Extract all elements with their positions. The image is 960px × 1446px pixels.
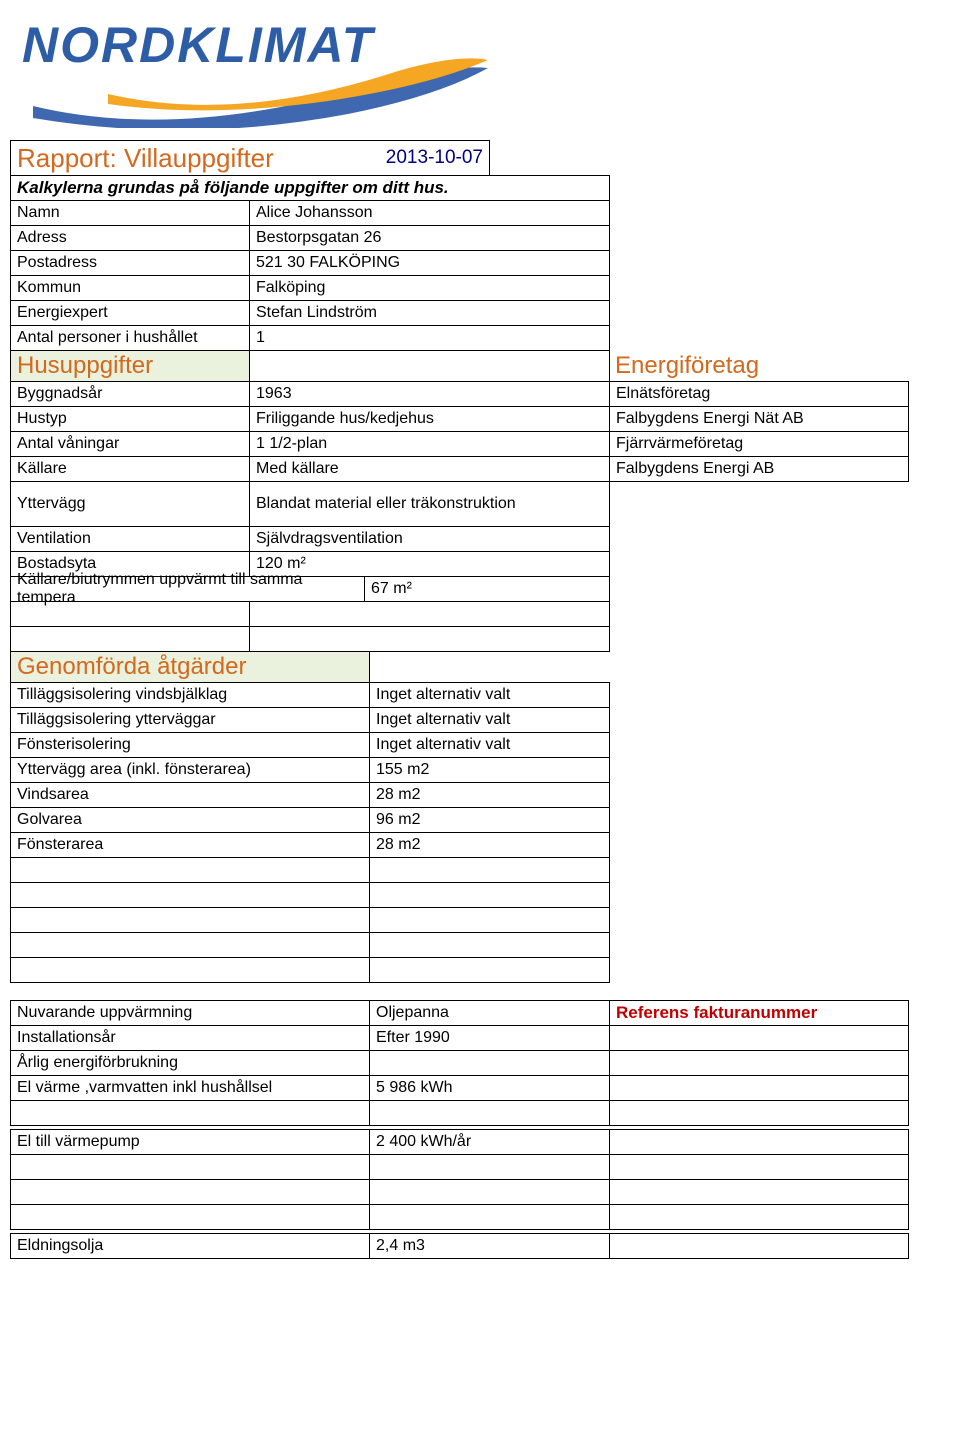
kallarebi-label: Källare/biutrymmen uppvärmt till samma t… (10, 576, 365, 602)
arlig-value (369, 1050, 610, 1076)
pump-label: El till värmepump (10, 1129, 370, 1155)
genomforda-heading: Genomförda åtgärder (10, 651, 370, 683)
report-page: NORDKLIMAT Rapport: Villauppgifter 2013-… (0, 0, 960, 1298)
nuvarande-label: Nuvarande uppvärmning (10, 1000, 370, 1026)
tillaggs-ytter-value: Inget alternativ valt (369, 707, 610, 733)
hustyp-value: Friliggande hus/kedjehus (249, 406, 610, 432)
report-title-row: Rapport: Villauppgifter 2013-10-07 (10, 140, 490, 176)
byggnadsar-label: Byggnadsår (10, 381, 250, 407)
namn-value: Alice Johansson (249, 200, 610, 226)
report-date: 2013-10-07 (386, 147, 483, 169)
yttervagg-area-label: Yttervägg area (inkl. fönsterarea) (10, 757, 370, 783)
report-title: Rapport: Villauppgifter (17, 143, 274, 174)
kallare-label: Källare (10, 456, 250, 482)
energiforetag-heading: Energiföretag (609, 350, 909, 382)
husuppgifter-heading: Husuppgifter (10, 350, 250, 382)
olja-label: Eldningsolja (10, 1233, 370, 1259)
installationsar-value: Efter 1990 (369, 1025, 610, 1051)
personer-value: 1 (249, 325, 610, 351)
brand-logo: NORDKLIMAT (10, 10, 550, 140)
ventilation-value: Självdragsventilation (249, 526, 610, 552)
fonsteriso-value: Inget alternativ valt (369, 732, 610, 758)
tillaggs-ytter-label: Tilläggsisolering ytterväggar (10, 707, 370, 733)
postadress-value: 521 30 FALKÖPING (249, 250, 610, 276)
expert-value: Stefan Lindström (249, 300, 610, 326)
report-subtitle: Kalkylerna grundas på följande uppgifter… (10, 175, 610, 201)
adress-label: Adress (10, 225, 250, 251)
ref-empty (609, 1075, 909, 1101)
kommun-value: Falköping (249, 275, 610, 301)
husuppgifter-spacer (249, 350, 610, 382)
adress-value: Bestorpsgatan 26 (249, 225, 610, 251)
kallare-value: Med källare (249, 456, 610, 482)
elvarme-value: 5 986 kWh (369, 1075, 610, 1101)
nuvarande-value: Oljepanna (369, 1000, 610, 1026)
yttervagg-value: Blandat material eller träkonstruktion (249, 481, 610, 527)
ventilation-label: Ventilation (10, 526, 250, 552)
tillaggs-vind-value: Inget alternativ valt (369, 682, 610, 708)
husuppgifter-header-row: Husuppgifter Energiföretag (10, 350, 910, 382)
golvarea-label: Golvarea (10, 807, 370, 833)
brand-swoosh-icon (28, 46, 498, 128)
personer-label: Antal personer i hushållet (10, 325, 250, 351)
referens-heading: Referens fakturanummer (609, 1000, 909, 1026)
falbygdens-nat: Falbygdens Energi Nät AB (609, 406, 909, 432)
empty-row (10, 626, 910, 652)
fonsteriso-label: Fönsterisolering (10, 732, 370, 758)
pump-value: 2 400 kWh/år (369, 1129, 610, 1155)
kommun-label: Kommun (10, 275, 250, 301)
hustyp-label: Hustyp (10, 406, 250, 432)
fonsterarea-label: Fönsterarea (10, 832, 370, 858)
expert-label: Energiexpert (10, 300, 250, 326)
vaningar-value: 1 1/2-plan (249, 431, 610, 457)
vaningar-label: Antal våningar (10, 431, 250, 457)
installationsar-label: Installationsår (10, 1025, 370, 1051)
arlig-label: Årlig energiförbrukning (10, 1050, 370, 1076)
empty-row (10, 601, 910, 627)
golvarea-value: 96 m2 (369, 807, 610, 833)
ref-empty (609, 1233, 909, 1259)
ref-empty (609, 1025, 909, 1051)
ref-empty (609, 1129, 909, 1155)
yttervagg-label: Yttervägg (10, 481, 250, 527)
falbygdens-ab: Falbygdens Energi AB (609, 456, 909, 482)
postadress-label: Postadress (10, 250, 250, 276)
elnat-label: Elnätsföretag (609, 381, 909, 407)
vindsarea-value: 28 m2 (369, 782, 610, 808)
identity-table: Namn Alice Johansson Adress Bestorpsgata… (10, 200, 610, 351)
olja-value: 2,4 m3 (369, 1233, 610, 1259)
vindsarea-label: Vindsarea (10, 782, 370, 808)
byggnadsar-value: 1963 (249, 381, 610, 407)
tillaggs-vind-label: Tilläggsisolering vindsbjälklag (10, 682, 370, 708)
elvarme-label: El värme ,varmvatten inkl hushållsel (10, 1075, 370, 1101)
yttervagg-area-value: 155 m2 (369, 757, 610, 783)
fjarrvarme-label: Fjärrvärmeföretag (609, 431, 909, 457)
namn-label: Namn (10, 200, 250, 226)
kallarebi-value: 67 m² (364, 576, 610, 602)
ref-empty (609, 1050, 909, 1076)
fonsterarea-value: 28 m2 (369, 832, 610, 858)
